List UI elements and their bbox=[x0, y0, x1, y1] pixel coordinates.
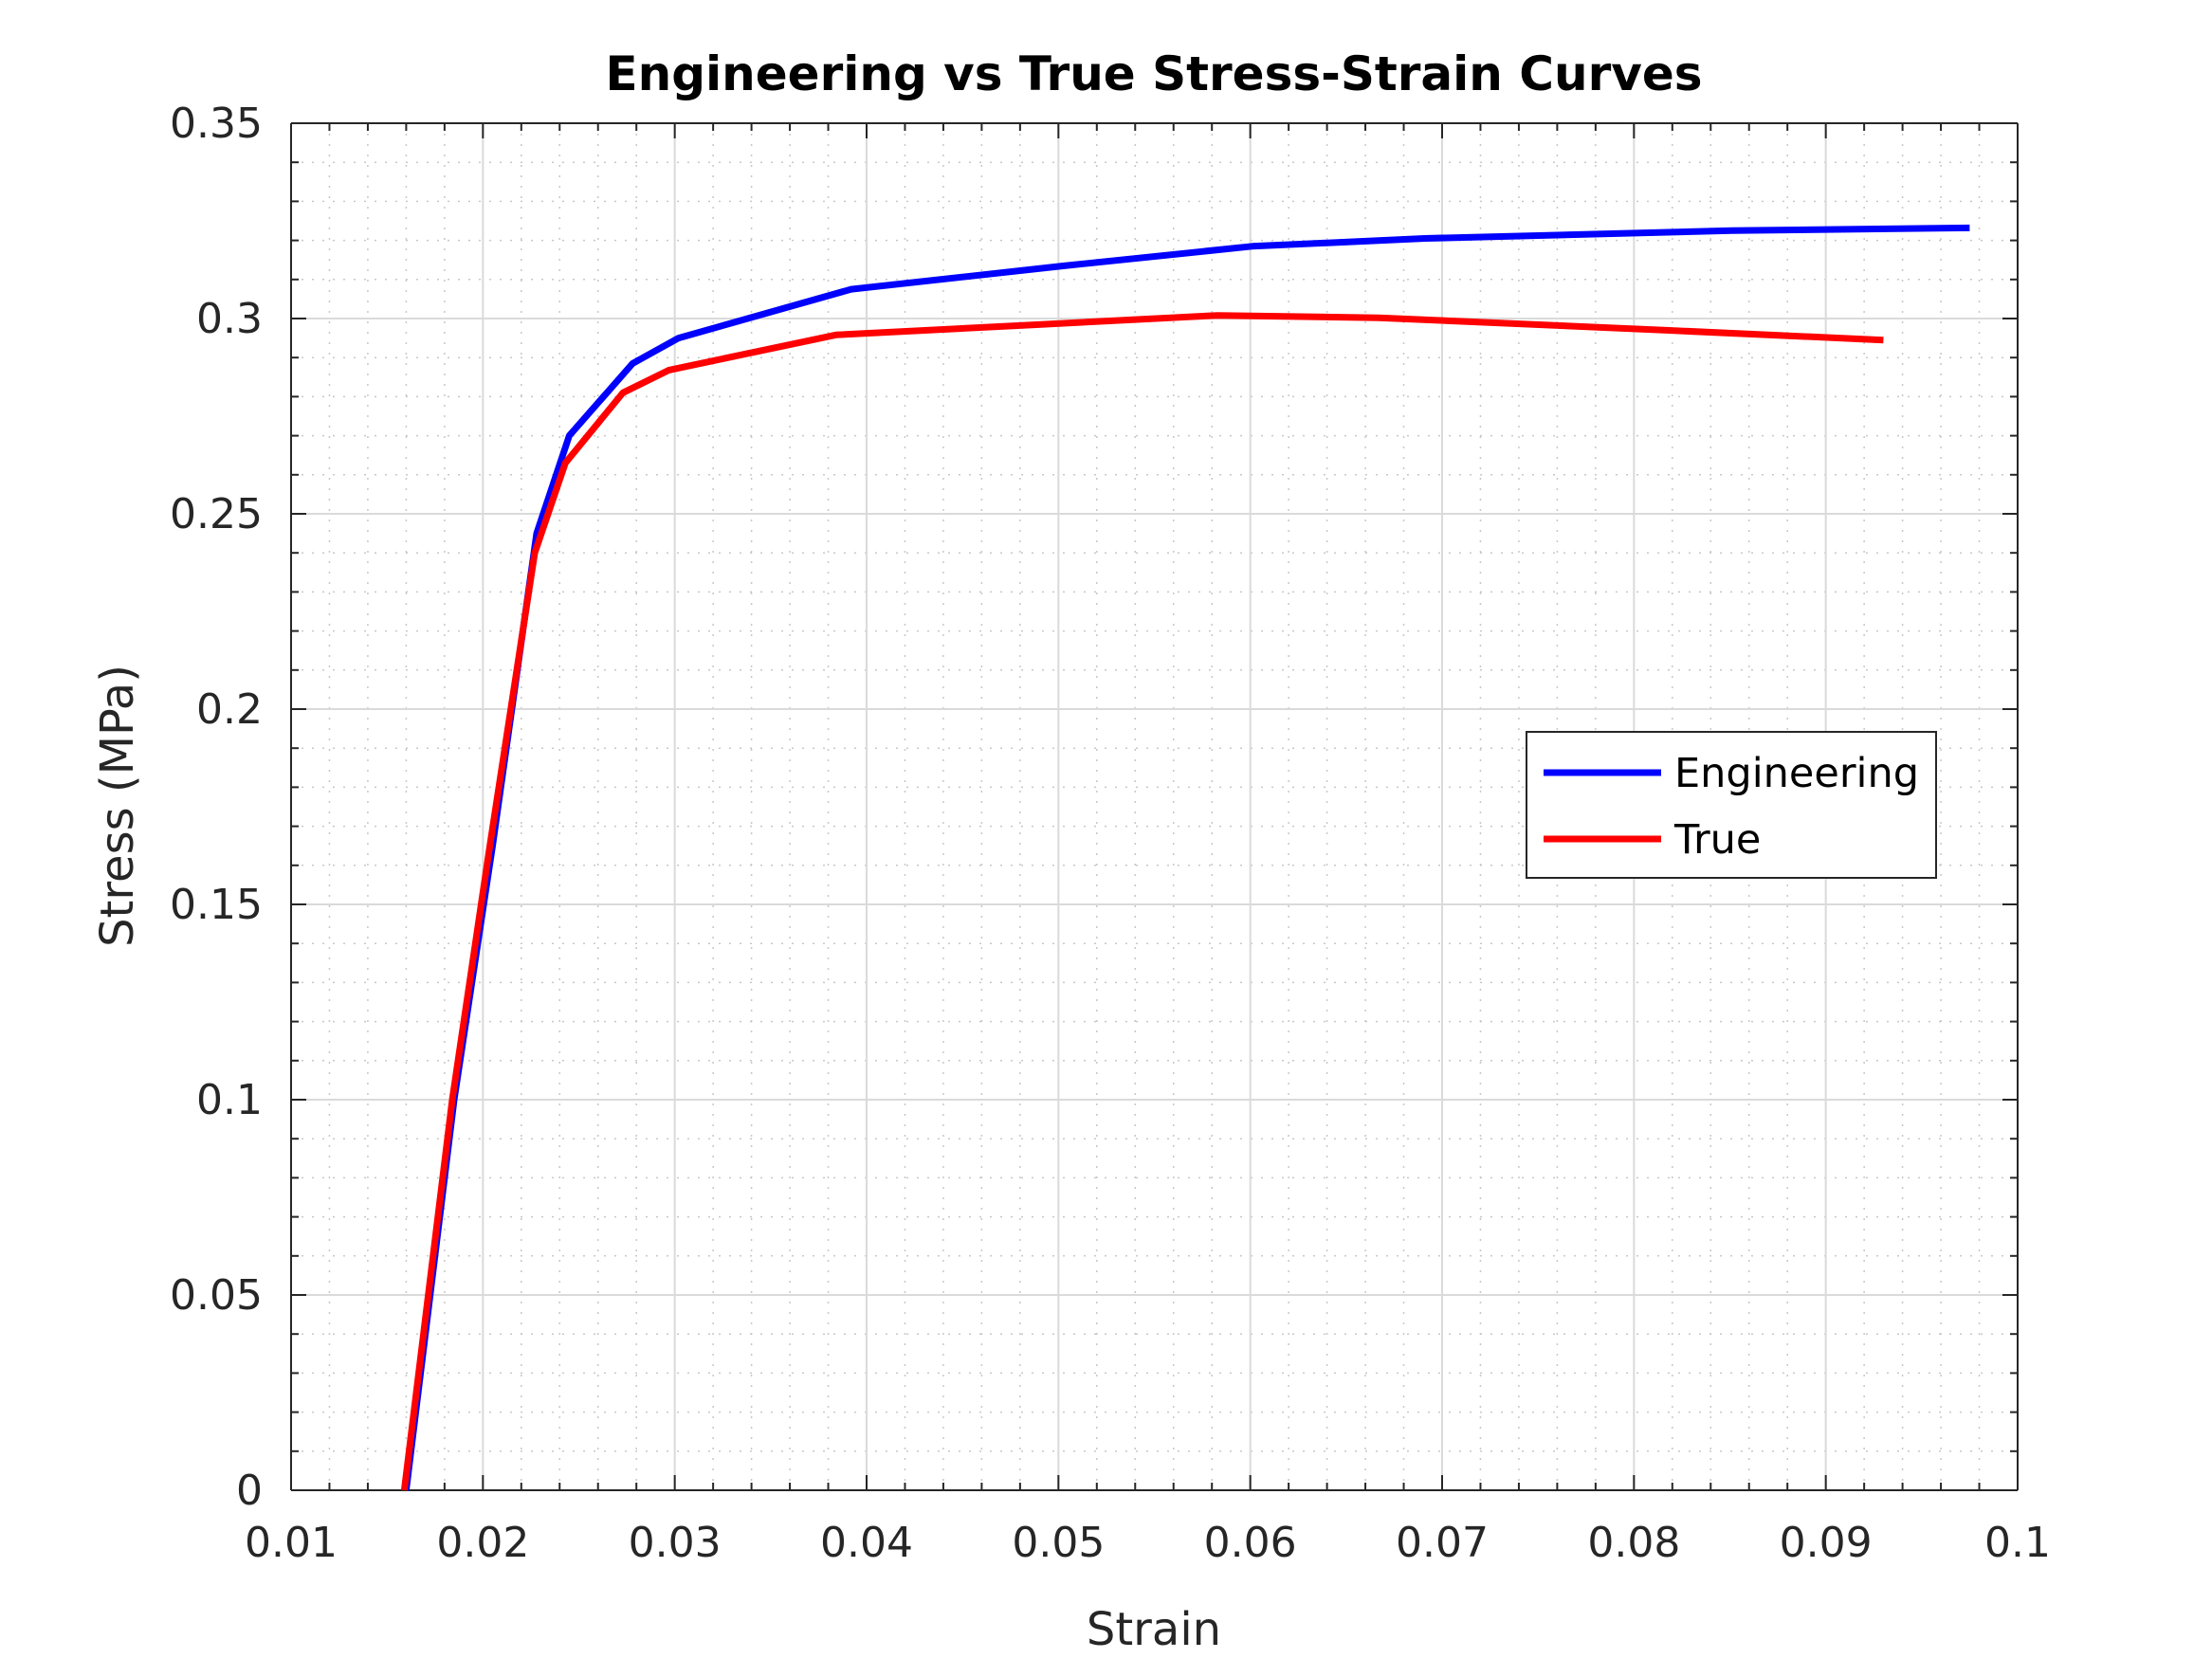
y-tick-label: 0.3 bbox=[196, 295, 263, 343]
x-tick-label: 0.03 bbox=[629, 1519, 722, 1567]
ticks bbox=[290, 122, 2019, 1491]
x-tick-label: 0.09 bbox=[1780, 1519, 1873, 1567]
x-tick-label: 0.1 bbox=[1984, 1519, 2051, 1567]
x-tick-label: 0.04 bbox=[820, 1519, 913, 1567]
x-tick-label: 0.07 bbox=[1396, 1519, 1489, 1567]
x-axis-label: Strain bbox=[1087, 1603, 1221, 1656]
y-tick-label: 0.2 bbox=[196, 685, 263, 734]
legend-label-true: True bbox=[1673, 816, 1761, 864]
legend-label-engineering: Engineering bbox=[1674, 750, 1919, 797]
chart-title: Engineering vs True Stress-Strain Curves bbox=[605, 46, 1702, 101]
y-tick-label: 0.15 bbox=[170, 881, 263, 929]
y-tick-label: 0.1 bbox=[196, 1076, 263, 1124]
x-tick-label: 0.08 bbox=[1587, 1519, 1680, 1567]
series-layer bbox=[400, 224, 1970, 1491]
x-tick-label: 0.02 bbox=[436, 1519, 529, 1567]
legend-box bbox=[1526, 731, 1937, 879]
y-tick-labels: 0 0.05 0.1 0.15 0.2 0.25 0.3 0.35 bbox=[170, 100, 263, 1515]
y-tick-label: 0 bbox=[236, 1467, 263, 1515]
x-tick-label: 0.05 bbox=[1012, 1519, 1105, 1567]
y-tick-label: 0.35 bbox=[170, 100, 263, 148]
series-line-true bbox=[400, 312, 1884, 1491]
x-tick-labels: 0.01 0.02 0.03 0.04 0.05 0.06 0.07 0.08 0.09 0.1 bbox=[245, 1519, 2051, 1567]
x-tick-label: 0.01 bbox=[245, 1519, 338, 1567]
x-tick-label: 0.06 bbox=[1204, 1519, 1297, 1567]
y-axis-label: Stress (MPa) bbox=[91, 665, 144, 947]
y-tick-label: 0.25 bbox=[170, 490, 263, 538]
y-tick-label: 0.05 bbox=[170, 1271, 263, 1320]
axes bbox=[290, 122, 2019, 1491]
legend: Engineering True bbox=[1526, 731, 1937, 879]
